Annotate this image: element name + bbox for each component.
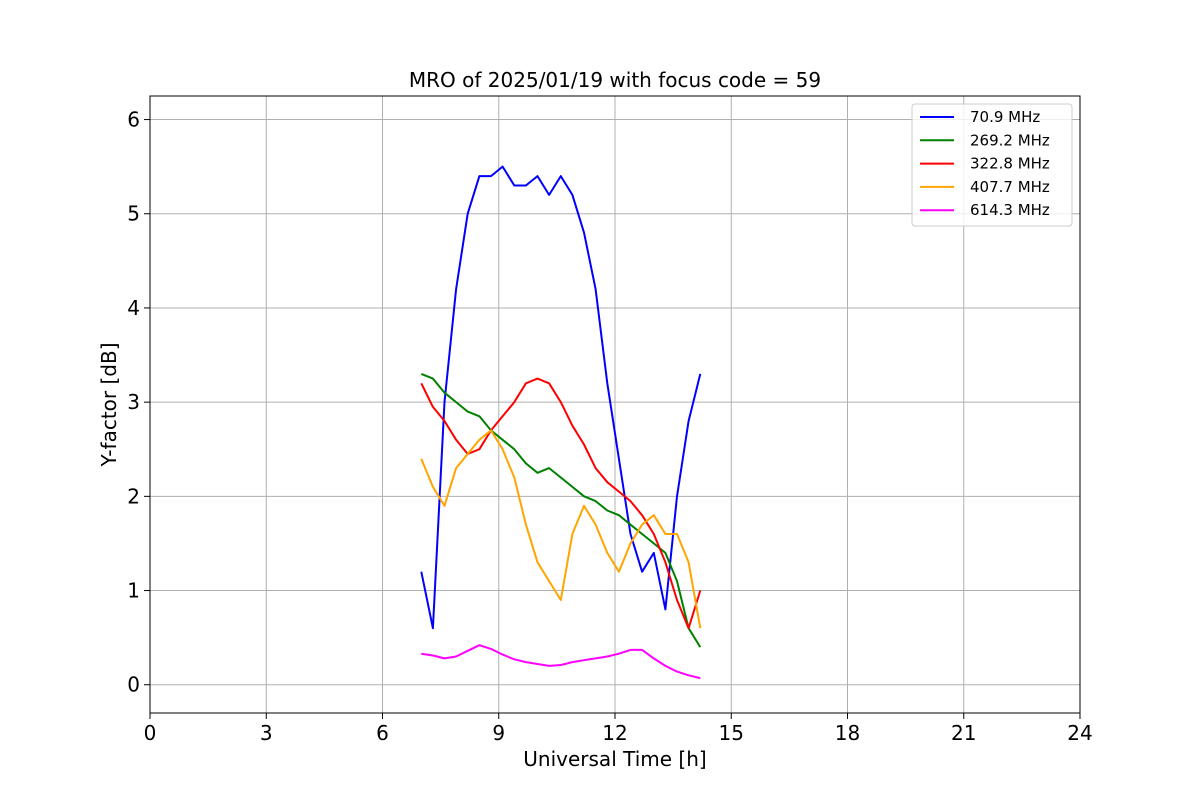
y-tick-label: 2 [127,484,140,508]
series-line [421,644,701,680]
chart-title: MRO of 2025/01/19 with focus code = 59 [409,68,821,92]
x-axis-label: Universal Time [h] [523,747,706,771]
x-tick-label: 24 [1067,721,1092,745]
legend-label: 614.3 MHz [970,201,1050,219]
x-tick-label: 15 [719,721,744,745]
legend-label: 269.2 MHz [970,131,1050,149]
y-tick-label: 4 [127,296,140,320]
legend-label: 407.7 MHz [970,178,1050,196]
legend-label: 322.8 MHz [970,155,1050,173]
x-tick-label: 12 [602,721,627,745]
y-tick-label: 0 [127,673,140,697]
legend-box [911,103,1073,227]
legend-label: 70.9 MHz [970,108,1040,126]
series-layer [420,165,702,680]
y-axis-label: Y-factor [dB] [97,342,121,467]
legend: 70.9 MHz 269.2 MHz 322.8 MHz 407.7 MHz 614.3… [911,103,1073,227]
y-tick-label: 6 [127,108,140,132]
x-tick-label: 6 [376,721,389,745]
x-tick-label: 21 [951,721,976,745]
x-tick-label: 0 [144,721,157,745]
y-tick-label: 1 [127,579,140,603]
x-tick-label: 18 [835,721,860,745]
series-line [420,429,702,629]
y-tick-label: 3 [127,390,140,414]
series-line [420,372,702,648]
x-tick-label: 3 [260,721,273,745]
x-tick-label: 9 [492,721,505,745]
y-tick-label: 5 [127,202,140,226]
series-line [420,165,702,630]
